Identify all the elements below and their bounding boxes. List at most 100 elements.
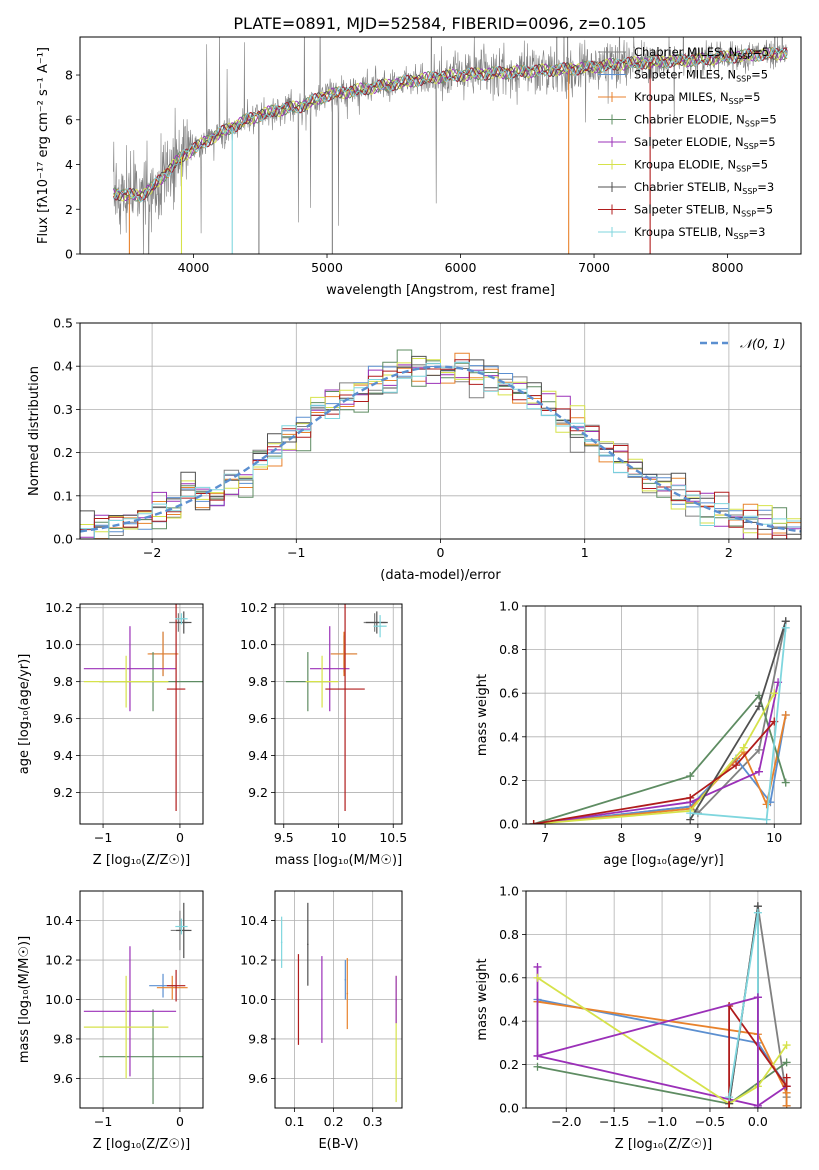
- y-tick-label: 9.6: [248, 1071, 268, 1086]
- y-tick-label: 10.0: [45, 637, 73, 652]
- x-tick-label: 5000: [311, 260, 343, 275]
- x-tick-label: 0.2: [324, 1114, 344, 1129]
- x-axis-label: E(B-V): [318, 1137, 358, 1152]
- series-marker: [781, 778, 790, 787]
- data-point: [125, 680, 127, 683]
- data-point: [180, 925, 183, 928]
- data-point: [175, 688, 177, 690]
- series-marker: [753, 1104, 762, 1108]
- plot-area: [112, 37, 788, 254]
- y-tick-label: 9.6: [53, 711, 73, 726]
- data-point: [346, 992, 349, 995]
- y-tick-label: 1.0: [499, 599, 519, 614]
- y-tick-label: 10.0: [240, 992, 268, 1007]
- series-line: [533, 621, 787, 824]
- normal-pdf-curve: [80, 365, 801, 533]
- data-point: [171, 986, 174, 989]
- x-tick-label: 9: [694, 830, 702, 845]
- series-marker: [754, 745, 763, 754]
- series-marker: [533, 1062, 542, 1071]
- residuals-panel: −2 −1 0 1 2 0.0 0.1 0.2 0.3 0.4 0.5 (data-model)/er…: [27, 316, 802, 583]
- y-axis-label: Flux [fλ10⁻¹⁷ erg cm⁻² s⁻¹ A⁻¹]: [36, 47, 51, 244]
- series-line: [533, 714, 787, 824]
- data-point: [343, 653, 345, 655]
- y-tick-label: 0.5: [53, 316, 73, 331]
- legend-label: Chabrier STELIB, NSSP=3: [634, 180, 774, 196]
- series-marker: [781, 711, 790, 719]
- x-tick-label: −1.0: [647, 1114, 677, 1129]
- legend-label: Chabrier ELODIE, NSSP=5: [634, 113, 777, 129]
- y-tick-label: 9.8: [53, 1031, 73, 1046]
- y-tick-label: 0.1: [53, 488, 73, 503]
- spectrum-model-line: [113, 47, 788, 201]
- x-tick-label: 10: [766, 830, 782, 845]
- series-line: [533, 714, 787, 824]
- y-axis-label: Normed distribution: [27, 366, 42, 496]
- legend-label: 𝒩(0, 1): [740, 336, 786, 351]
- x-tick-label: 0: [176, 830, 184, 845]
- y-tick-label: 2: [65, 202, 73, 217]
- plot-area: [80, 891, 203, 1108]
- plot-area: [80, 604, 203, 824]
- x-tick-label: −1: [287, 545, 305, 560]
- plot-area: [526, 606, 801, 824]
- plot-area: [80, 323, 801, 539]
- series-marker: [725, 1104, 734, 1108]
- series-marker: [782, 1073, 791, 1082]
- x-tick-label: 10.5: [379, 830, 407, 845]
- data-point: [344, 978, 347, 981]
- data-point: [129, 1010, 131, 1013]
- x-tick-label: 2: [725, 545, 733, 560]
- data-point: [152, 1055, 154, 1058]
- y-tick-label: 9.2: [248, 785, 268, 800]
- series-marker: [533, 1051, 542, 1060]
- x-tick-label: 4000: [178, 260, 210, 275]
- axes-frame: [525, 890, 802, 1109]
- x-tick-label: −1.5: [599, 1114, 629, 1129]
- axes-frame: [274, 890, 403, 1109]
- series-marker: [533, 962, 542, 971]
- legend-label: Salpeter MILES, NSSP=5: [634, 68, 768, 84]
- data-point: [180, 617, 183, 620]
- series-marker: [762, 815, 771, 824]
- data-point: [395, 998, 397, 1001]
- y-tick-label: 0.6: [499, 686, 519, 701]
- x-axis-label: mass [log₁₀(M/M☉)]: [275, 853, 402, 868]
- series-marker: [782, 1058, 791, 1067]
- x-tick-label: −2: [143, 545, 161, 560]
- data-point: [297, 998, 300, 1001]
- x-tick-label: 8000: [712, 260, 744, 275]
- axes-frame: [79, 890, 204, 1109]
- x-axis-label: age [log₁₀(age/yr)]: [603, 853, 724, 868]
- y-axis-label: mass weight: [475, 674, 490, 756]
- legend-label: Kroupa ELODIE, NSSP=5: [634, 158, 768, 174]
- x-axis-label: Z [log₁₀(Z/Z☉)]: [93, 1137, 190, 1152]
- y-tick-label: 9.8: [248, 1031, 268, 1046]
- series-marker: [753, 908, 762, 917]
- data-point: [162, 653, 164, 655]
- series-line: [533, 720, 775, 824]
- axes-frame: [79, 603, 204, 825]
- y-tick-label: 1.0: [499, 884, 519, 899]
- x-tick-label: 0.1: [285, 1114, 305, 1129]
- x-tick-label: 1: [581, 545, 589, 560]
- series-marker: [533, 973, 542, 982]
- data-point: [395, 1038, 397, 1040]
- y-tick-label: 8: [65, 68, 73, 83]
- series-marker: [686, 809, 695, 818]
- data-point: [321, 998, 323, 1001]
- series-marker: [770, 689, 779, 698]
- data-point: [129, 667, 131, 670]
- series-marker: [754, 702, 763, 711]
- x-axis-label: Z [log₁₀(Z/Z☉)]: [93, 853, 190, 868]
- series-line: [537, 996, 759, 1057]
- series-line: [533, 693, 787, 824]
- y-tick-label: 0.8: [499, 642, 519, 657]
- mass-vs-ebv-panel: 0.1 0.2 0.3 9.6 9.8 10.0 10.2 10.4 E(B-V): [240, 890, 403, 1152]
- series-marker: [754, 767, 763, 776]
- x-axis-label: Z [log₁₀(Z/Z☉)]: [615, 1137, 712, 1152]
- axes-frame: [274, 603, 403, 825]
- y-tick-label: 9.6: [53, 1071, 73, 1086]
- y-tick-label: 0.2: [499, 773, 519, 788]
- series-marker: [753, 993, 762, 1002]
